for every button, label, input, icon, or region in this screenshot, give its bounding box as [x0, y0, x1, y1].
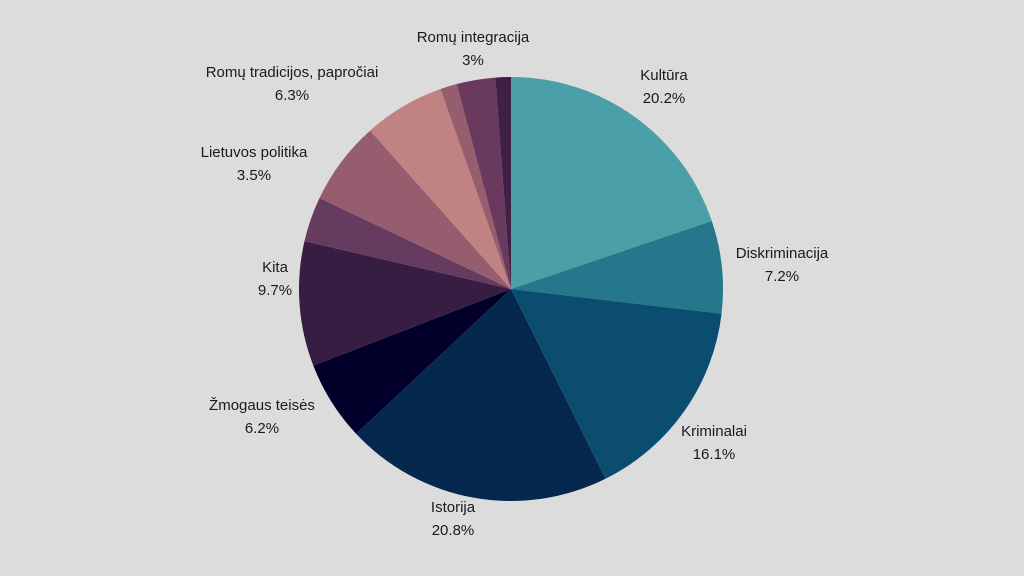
slice-value-label: 20.8% [432, 522, 475, 539]
pie-slices [299, 77, 724, 501]
pie-slice-romų-integracija [456, 77, 511, 289]
pie-slice-diskriminacija [511, 221, 724, 314]
slice-label: Lietuvos politika [201, 144, 308, 161]
slice-value-label: 16.1% [693, 446, 736, 463]
pie-slice-lietuvos-politika [304, 198, 511, 289]
slice-label: Istorija [431, 499, 476, 516]
slice-label: Kita [262, 259, 289, 276]
pie-slice-kultūra [511, 77, 712, 289]
slice-value-label: 3% [462, 52, 484, 69]
slice-label: Romų tradicijos, papročiai [206, 64, 379, 81]
slice-label: Žmogaus teisės [209, 397, 315, 414]
pie-slice-unlabeled-9 [440, 84, 511, 289]
pie-slice-kita [299, 241, 511, 366]
slice-value-label: 6.3% [275, 87, 309, 104]
pie-labels: Kultūra 20.2% Diskriminacija 7.2% Kriminalai… [201, 29, 829, 539]
slice-value-label: 3.5% [237, 167, 271, 184]
slice-label: Romų integracija [417, 29, 530, 46]
pie-slice-žmogaus-teisės [313, 289, 511, 434]
slice-label: Kultūra [640, 67, 688, 84]
slice-value-label: 20.2% [643, 90, 686, 107]
pie-slice-unlabeled-7 [319, 130, 511, 289]
slice-label: Kriminalai [681, 423, 747, 440]
pie-slice-istorija [356, 289, 606, 501]
slice-value-label: 6.2% [245, 420, 279, 437]
slice-value-label: 7.2% [765, 268, 799, 285]
pie-slice-romų-tradicijos-papročiai [370, 89, 511, 289]
slice-label: Diskriminacija [736, 245, 829, 262]
pie-slice-kriminalai [511, 289, 722, 479]
slice-value-label: 9.7% [258, 282, 292, 299]
pie-slice-unlabeled-11 [495, 77, 511, 289]
